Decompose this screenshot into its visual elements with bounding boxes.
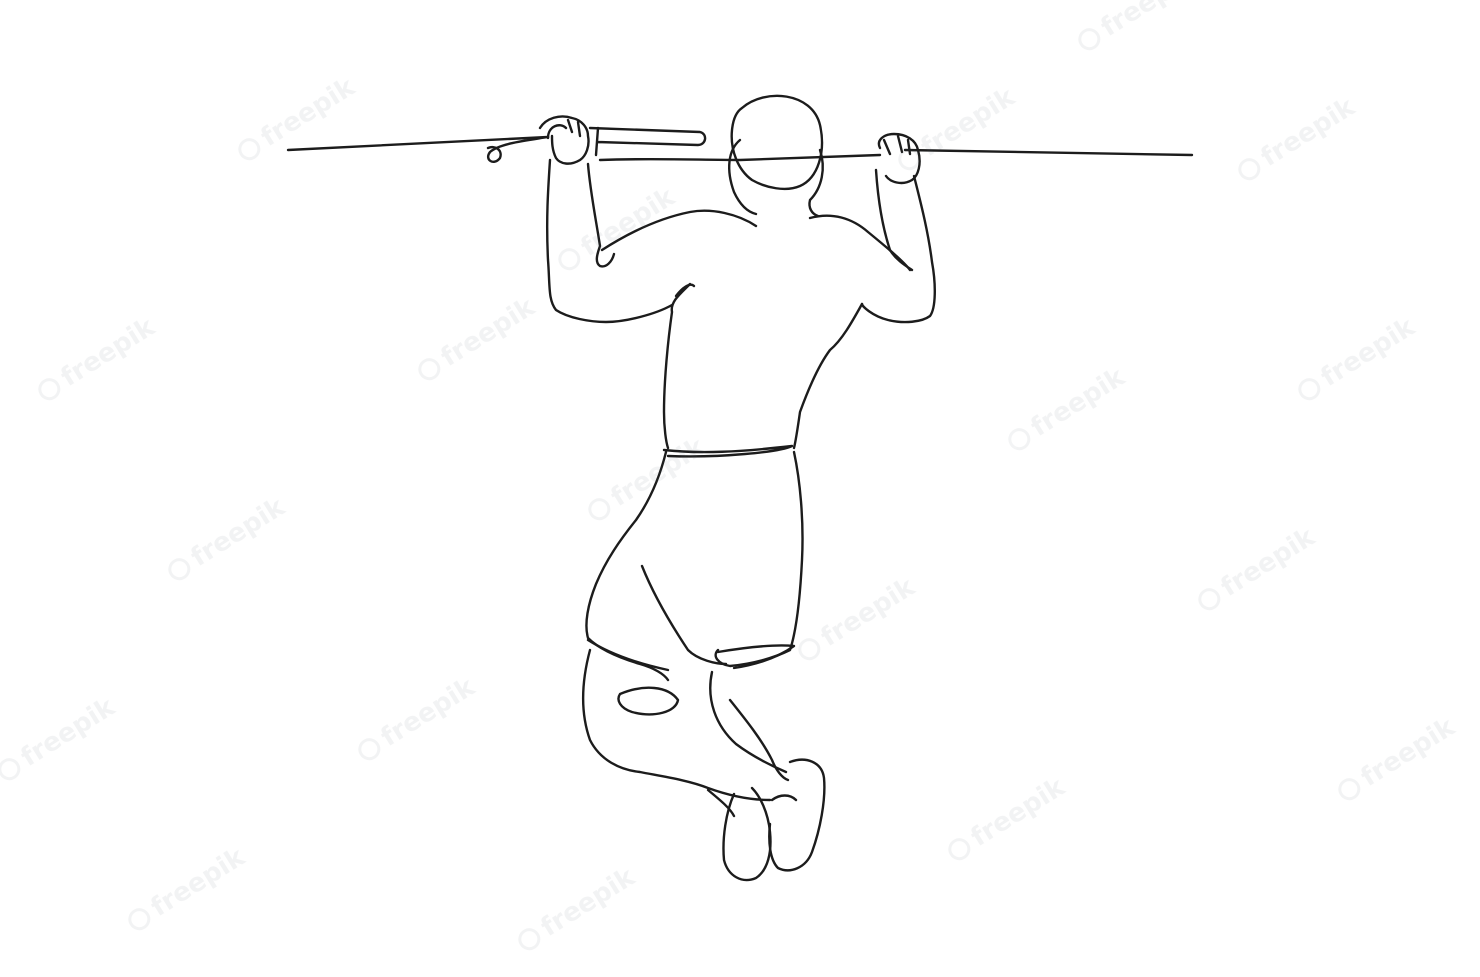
shorts-crotch — [640, 564, 728, 666]
drawing-strokes — [286, 94, 1194, 882]
torso-right — [792, 302, 864, 450]
head — [730, 94, 824, 191]
pullup-bar-right — [903, 148, 1194, 157]
shorts-hem — [586, 638, 796, 672]
torso-left — [662, 282, 692, 450]
right-hand — [877, 132, 921, 185]
shorts-right — [714, 450, 804, 668]
left-shoe — [722, 786, 772, 882]
left-arm-inner — [586, 162, 616, 268]
calf-right — [706, 788, 736, 818]
right-arm-outer — [860, 174, 936, 324]
shin-left — [728, 698, 790, 782]
right-shoe — [768, 758, 826, 872]
shoulder-blade-left — [674, 283, 696, 298]
left-shoulder — [600, 209, 758, 252]
waistband — [662, 444, 794, 458]
right-shoulder — [808, 214, 912, 272]
neck-right — [808, 148, 824, 218]
right-arm-inner — [874, 168, 914, 272]
left-thigh — [582, 648, 772, 802]
left-arm-outer — [545, 158, 674, 324]
neck-left — [728, 138, 758, 216]
bar-middle-section — [588, 126, 882, 162]
right-thigh — [709, 670, 788, 774]
left-knee-loop — [617, 686, 680, 716]
bar-loop-left — [486, 135, 550, 163]
left-hand — [538, 115, 590, 165]
pullup-bar — [286, 135, 550, 152]
